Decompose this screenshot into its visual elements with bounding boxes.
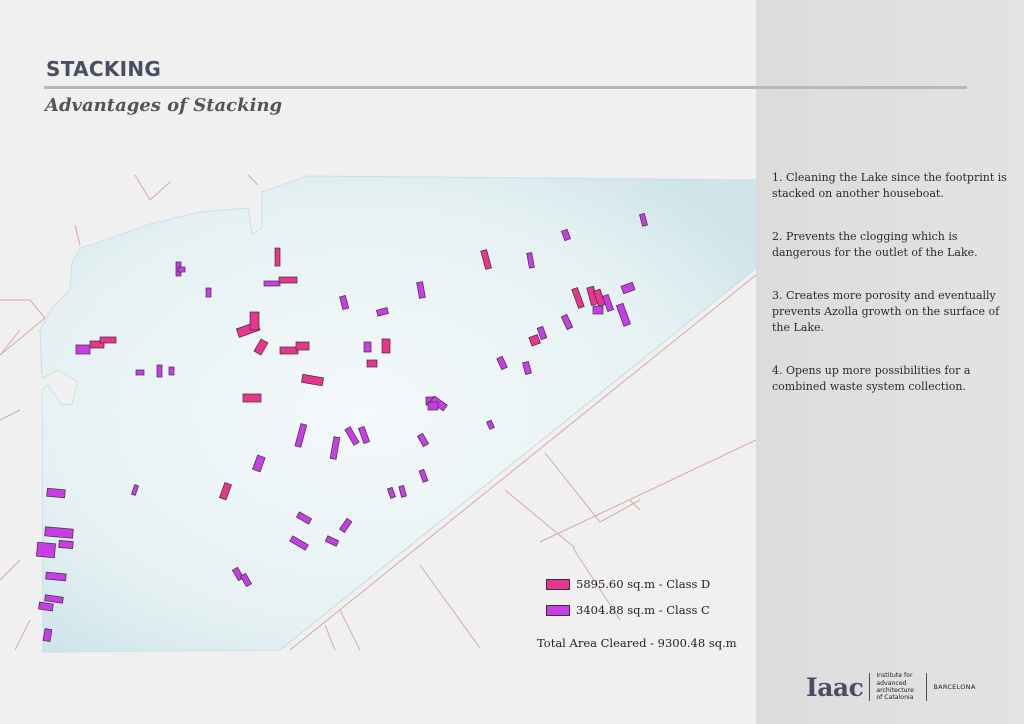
houseboat-class-d [279,346,299,355]
legend-label: 5895.60 sq.m - Class D [576,577,711,591]
houseboat-class-c [339,294,350,310]
houseboat-class-c [560,313,574,331]
houseboat-class-c [601,294,615,312]
houseboat-class-c [526,252,535,269]
houseboat-class-c [639,212,648,227]
houseboat-class-c [294,423,308,448]
advantage-item: 2. Prevents the clogging which is danger… [772,230,978,259]
houseboat-class-c [177,266,186,273]
right-panel [756,0,1024,724]
houseboat-class-c [289,535,309,551]
houseboat-class-c [205,287,212,298]
lake-map [0,174,756,653]
houseboat-class-d [295,341,310,351]
houseboat-class-d [249,311,260,331]
houseboat-class-d [278,276,298,284]
houseboat-class-c [357,426,371,444]
houseboat-class-c [486,419,495,430]
houseboat-class-c [615,302,631,327]
page-title: STACKING [46,57,162,81]
houseboat-class-c [344,426,360,446]
logo-divider [869,673,871,701]
logo-divider [926,673,928,701]
iaac-logo: Iaac Institute for advanced architecture… [806,670,976,704]
logo-city: BARCELONA [933,683,976,691]
houseboat-class-c [592,305,604,315]
total-area: Total Area Cleared - 9300.48 sq.m [537,636,737,650]
houseboat-class-d [571,287,585,309]
houseboat-class-c [58,540,74,549]
houseboat-class-c [75,344,91,355]
legend-label: 3404.88 sq.m - Class C [576,603,710,617]
houseboat-class-d [218,482,232,501]
houseboat-class-c [156,364,163,378]
houseboat-class-d [366,359,378,368]
houseboat-class-c [339,517,353,533]
houseboats [36,212,648,643]
legend-swatch-class-d [546,578,570,590]
houseboat-class-c [42,628,53,643]
logo-institute: Institute for advanced architecture of C… [876,672,914,702]
houseboat-class-c [522,360,532,376]
houseboat-class-c [36,541,56,559]
houseboat-class-c [375,307,390,317]
houseboat-class-c [38,601,54,612]
houseboat-class-d [242,393,262,403]
houseboat-class-c [130,484,140,496]
houseboat-class-c [252,454,266,473]
advantages-list: 1. Cleaning the Lake since the footprint… [772,170,1012,422]
legend-swatch-class-c [546,604,570,616]
houseboat-class-c [536,325,548,341]
houseboat-class-c [324,535,340,547]
houseboat-class-c [263,280,281,287]
houseboat-class-c [363,341,372,353]
legend-item-class-c: 3404.88 sq.m - Class C [546,603,710,617]
advantage-item: 4. Opens up more possibilities for a com… [772,364,971,393]
houseboat-class-c [135,369,145,376]
houseboat-class-d [274,247,281,267]
houseboat-class-c [295,511,313,525]
houseboat-class-d [381,338,391,354]
houseboat-class-c [329,436,341,460]
legend-item-class-d: 5895.60 sq.m - Class D [546,577,710,591]
houseboat-class-c [45,571,67,582]
houseboat-class-c [620,281,636,295]
houseboat-class-c [239,572,253,588]
logo-mark: Iaac [806,672,864,702]
houseboat-class-d [253,338,269,356]
advantage-item: 3. Creates more porosity and eventually … [772,289,1000,334]
page-subtitle: Advantages of Stacking [45,95,283,116]
houseboat-class-c [44,594,64,604]
houseboat-class-d [89,340,105,349]
houseboat-class-d [528,334,541,347]
houseboat-class-d [99,336,117,344]
houseboat-class-c [561,228,571,242]
advantage-item: 1. Cleaning the Lake since the footprint… [772,171,1007,200]
houseboat-class-c [386,486,396,499]
houseboat-class-c [398,484,407,498]
houseboat-class-c [168,366,175,376]
title-divider [44,86,967,89]
houseboat-class-c [427,401,439,411]
houseboat-class-c [44,526,74,539]
houseboat-class-c [496,355,508,371]
houseboat-class-c [46,487,66,499]
houseboat-class-d [301,373,324,387]
houseboat-class-c [418,468,429,483]
houseboat-class-c [416,281,426,299]
houseboat-class-c [416,432,430,448]
houseboat-class-d [480,249,492,270]
